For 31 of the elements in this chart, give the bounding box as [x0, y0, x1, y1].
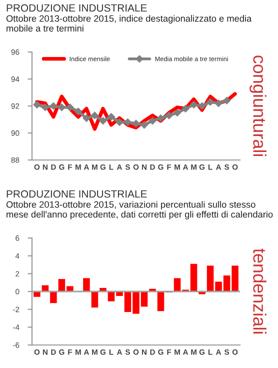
point	[165, 112, 173, 120]
point	[206, 98, 214, 106]
text: congiunturali	[250, 56, 266, 156]
point	[41, 103, 50, 112]
point	[82, 114, 90, 122]
point	[156, 114, 165, 122]
point	[33, 100, 41, 109]
text: tendenziali	[253, 248, 266, 334]
point	[198, 102, 206, 110]
point	[148, 116, 156, 125]
bar	[91, 292, 98, 308]
point	[66, 103, 74, 112]
point	[182, 104, 190, 113]
point	[90, 112, 99, 120]
point	[99, 116, 107, 125]
chart-subtitle: Ottobre 2013-ottobre 2015, indice destagionalizzato e media mobile a tre termini	[6, 15, 252, 32]
point	[222, 96, 231, 105]
bar	[83, 278, 90, 292]
point	[132, 120, 140, 128]
chart-title: PRODUZIONE INDUSTRIALE	[6, 190, 147, 198]
point	[50, 102, 58, 110]
point	[173, 108, 182, 117]
chart-subtitle: Ottobre 2013-ottobre 2015, variazioni percentuali sullo stesso mese dell'anno precedente, dati corretti per gli effetti di calendario	[6, 201, 273, 220]
point	[214, 99, 222, 108]
point	[74, 107, 82, 116]
point	[107, 112, 116, 121]
bar	[34, 292, 40, 297]
chart-title: PRODUZIONE INDUSTRIALE	[6, 4, 147, 12]
point	[190, 100, 198, 109]
bar	[50, 292, 57, 304]
point	[140, 120, 148, 129]
